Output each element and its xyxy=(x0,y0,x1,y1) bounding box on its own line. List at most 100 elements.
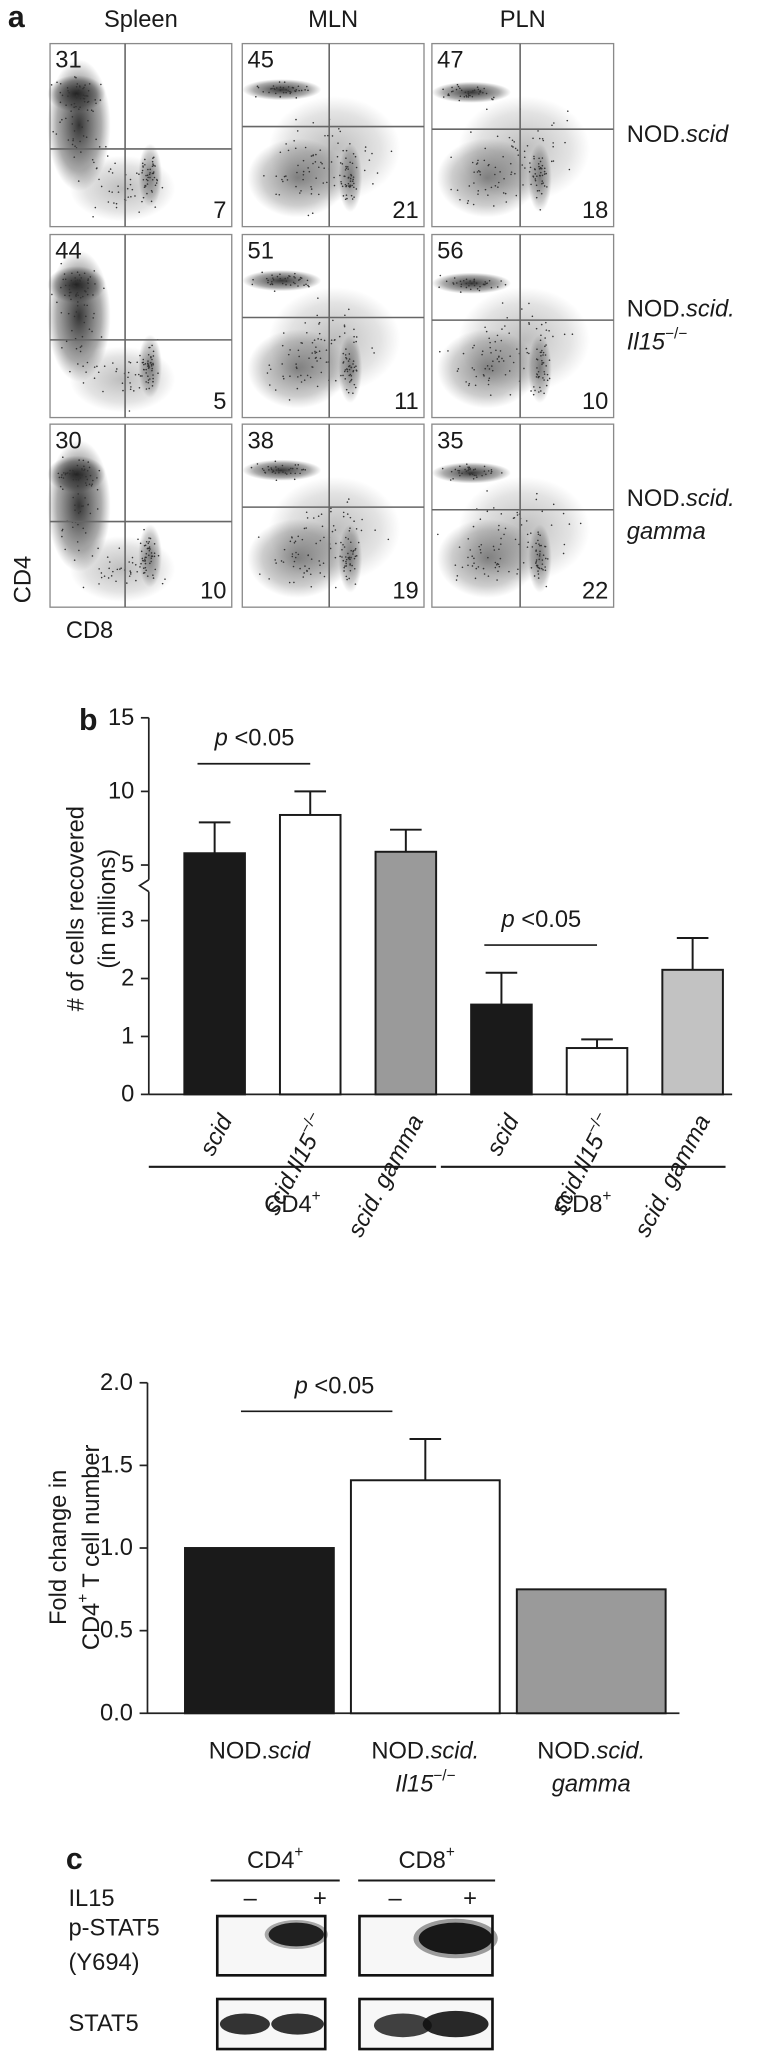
event-dot xyxy=(479,285,481,288)
event-dot xyxy=(83,100,86,103)
event-dot xyxy=(536,564,539,567)
event-dot xyxy=(458,546,461,548)
event-dot xyxy=(334,556,337,559)
event-dot xyxy=(473,284,476,287)
event-dot xyxy=(491,369,494,372)
event-dot xyxy=(496,286,499,288)
event-dot xyxy=(347,538,350,540)
event-dot xyxy=(533,155,535,158)
event-dot xyxy=(509,162,512,165)
event-dot xyxy=(149,171,151,174)
event-dot xyxy=(294,556,297,559)
event-dot xyxy=(151,165,154,167)
event-dot xyxy=(59,485,62,488)
event-dot xyxy=(140,550,143,553)
event-dot xyxy=(251,283,254,286)
event-dot xyxy=(316,360,318,362)
event-dot xyxy=(64,548,66,551)
event-dot xyxy=(371,152,373,155)
event-dot xyxy=(307,167,309,169)
event-dot xyxy=(291,467,294,470)
event-dot xyxy=(545,344,547,346)
event-dot xyxy=(510,171,513,173)
event-dot xyxy=(61,118,63,121)
event-dot xyxy=(52,130,54,133)
event-dot xyxy=(91,330,93,333)
event-dot xyxy=(132,390,135,392)
event-dot xyxy=(61,474,63,476)
event-dot xyxy=(452,282,454,284)
event-dot xyxy=(289,375,291,378)
event-dot xyxy=(437,533,439,536)
event-dot xyxy=(472,90,474,92)
event-dot xyxy=(350,556,352,559)
event-dot xyxy=(141,169,144,172)
event-dot xyxy=(546,558,549,560)
event-dot xyxy=(533,157,535,160)
event-dot xyxy=(294,272,296,275)
event-dot xyxy=(508,136,511,139)
event-dot xyxy=(107,577,110,579)
event-dot xyxy=(141,375,143,377)
cell-density xyxy=(242,79,322,101)
event-dot xyxy=(275,562,277,564)
event-dot xyxy=(312,162,314,165)
event-dot xyxy=(87,287,89,289)
event-dot xyxy=(129,183,132,186)
row-label: p-STAT5 xyxy=(68,1916,159,1942)
event-dot xyxy=(496,334,499,337)
event-dot xyxy=(71,116,74,118)
event-dot xyxy=(82,135,85,137)
event-dot xyxy=(148,549,151,552)
event-dot xyxy=(469,94,471,97)
event-dot xyxy=(350,379,352,382)
event-dot xyxy=(312,517,315,519)
event-dot xyxy=(490,186,493,189)
event-dot xyxy=(545,172,547,175)
event-dot xyxy=(484,188,487,191)
event-dot xyxy=(82,505,84,507)
event-dot xyxy=(127,371,130,374)
event-dot xyxy=(303,572,305,574)
event-dot xyxy=(459,280,462,283)
event-dot xyxy=(541,362,544,364)
event-dot xyxy=(538,391,540,393)
event-dot xyxy=(546,379,549,382)
event-dot xyxy=(285,175,287,177)
event-dot xyxy=(493,507,495,509)
event-dot xyxy=(306,85,308,88)
event-dot xyxy=(339,130,342,133)
event-dot xyxy=(500,339,503,342)
blot-band xyxy=(418,1922,493,1955)
event-dot xyxy=(311,366,313,368)
event-dot xyxy=(288,468,290,471)
quadrant-percent: 31 xyxy=(55,48,81,74)
event-dot xyxy=(293,560,296,563)
event-dot xyxy=(315,542,317,545)
cell-density xyxy=(69,536,176,602)
event-dot xyxy=(494,340,497,343)
event-dot xyxy=(297,349,300,352)
event-dot xyxy=(134,563,137,566)
event-dot xyxy=(294,464,297,466)
event-dot xyxy=(364,146,367,148)
cell-density xyxy=(69,346,176,413)
event-dot xyxy=(252,278,254,281)
event-dot xyxy=(269,368,272,371)
event-dot xyxy=(79,279,81,281)
event-dot xyxy=(256,85,259,88)
event-dot xyxy=(147,381,150,384)
event-dot xyxy=(340,374,342,377)
event-dot xyxy=(530,532,532,534)
event-dot xyxy=(164,578,166,580)
event-dot xyxy=(496,135,499,138)
event-dot xyxy=(289,540,292,543)
event-dot xyxy=(462,352,465,355)
event-dot xyxy=(339,174,341,177)
event-dot xyxy=(271,282,273,285)
event-dot xyxy=(504,373,507,376)
event-dot xyxy=(108,170,110,173)
event-dot xyxy=(525,520,528,522)
event-dot xyxy=(82,365,84,367)
event-dot xyxy=(537,130,539,132)
